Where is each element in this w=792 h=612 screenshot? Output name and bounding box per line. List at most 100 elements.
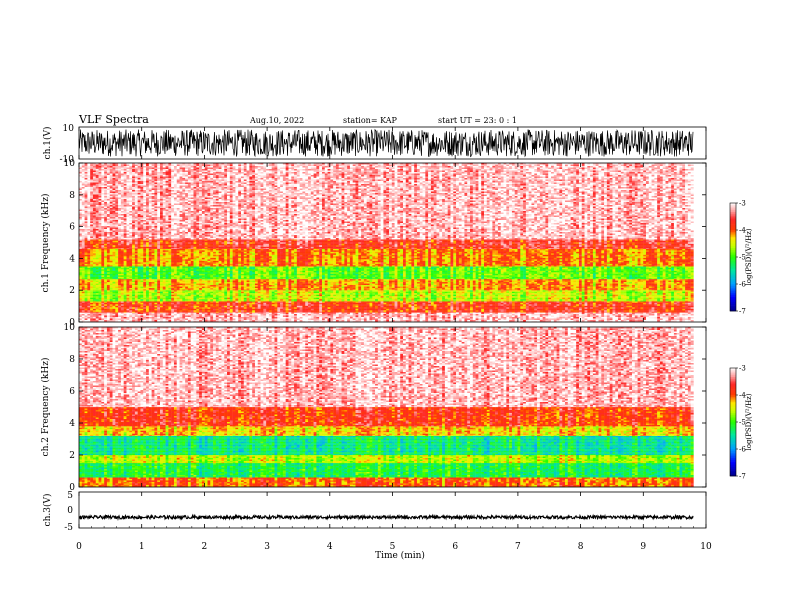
spectrogram-cell bbox=[342, 306, 345, 308]
spectrogram-cell bbox=[512, 318, 515, 320]
spectrogram-cell bbox=[523, 306, 526, 308]
spectrogram-cell bbox=[543, 315, 546, 317]
spectrogram-cell bbox=[674, 315, 677, 317]
spectrogram-cell bbox=[632, 303, 635, 305]
spectrogram-cell bbox=[350, 314, 353, 316]
spectrogram-cell bbox=[674, 318, 677, 320]
spectrogram-cell bbox=[166, 304, 169, 306]
spectrogram-cell bbox=[277, 312, 280, 314]
spectrogram-cell bbox=[87, 315, 90, 317]
spectrogram-cell bbox=[316, 303, 319, 305]
spectrogram-cell bbox=[559, 303, 562, 305]
spectrogram-cell bbox=[132, 303, 135, 305]
spectrogram-cell bbox=[302, 315, 305, 317]
spectrogram-cell bbox=[481, 303, 484, 305]
spectrogram-cell bbox=[272, 303, 275, 305]
spectrogram-cell bbox=[101, 306, 104, 308]
spectrogram-cell bbox=[255, 306, 258, 308]
spectrogram-cell bbox=[389, 318, 392, 320]
spectrogram-cell bbox=[428, 303, 431, 305]
spectrogram-cell bbox=[604, 314, 607, 316]
spectrogram-cell bbox=[126, 317, 129, 319]
spectrogram-cell bbox=[635, 314, 638, 316]
spectrogram-cell bbox=[649, 304, 652, 306]
spectrogram-cell bbox=[381, 318, 384, 320]
spectrogram-cell bbox=[506, 315, 509, 317]
spectrogram-cell bbox=[621, 312, 624, 314]
spectrogram-cell bbox=[414, 315, 417, 317]
spectrogram-cell bbox=[96, 320, 99, 322]
spectrogram-cell bbox=[369, 314, 372, 316]
spectrogram-cell bbox=[171, 303, 174, 305]
spectrogram-cell bbox=[319, 314, 322, 316]
spectrogram-cell bbox=[660, 320, 663, 322]
spectrogram-cell bbox=[417, 320, 420, 322]
spectrogram-cell bbox=[434, 306, 437, 308]
spectrogram-cell bbox=[87, 303, 90, 305]
spectrogram-cell bbox=[585, 301, 588, 303]
spectrogram-cell bbox=[364, 306, 367, 308]
spectrogram-cell bbox=[624, 320, 627, 322]
spectrogram-cell bbox=[487, 312, 490, 314]
spectrogram-cell bbox=[353, 317, 356, 319]
spectrogram-cell bbox=[174, 303, 177, 305]
spectrogram-cell bbox=[149, 315, 152, 317]
spectrogram-cell bbox=[467, 314, 470, 316]
spectrogram-cell bbox=[233, 301, 236, 303]
spectrogram-cell bbox=[526, 301, 529, 303]
spectrogram-cell bbox=[82, 315, 85, 317]
spectrogram-cell bbox=[537, 304, 540, 306]
spectrogram-cell bbox=[509, 304, 512, 306]
spectrogram-cell bbox=[397, 304, 400, 306]
spectrogram-cell bbox=[166, 317, 169, 319]
spectrogram-cell bbox=[113, 303, 116, 305]
spectrogram-cell bbox=[573, 320, 576, 322]
spectrogram-cell bbox=[152, 312, 155, 314]
spectrogram-cell bbox=[557, 315, 560, 317]
spectrogram-cell bbox=[649, 301, 652, 303]
spectrogram-cell bbox=[515, 314, 518, 316]
spectrogram-cell bbox=[490, 304, 493, 306]
spectrogram-cell bbox=[118, 318, 121, 320]
ch1-ytick-top: 10 bbox=[63, 124, 75, 134]
spectrogram-cell bbox=[439, 318, 442, 320]
spectrogram-cell bbox=[437, 306, 440, 308]
spectrogram-cell bbox=[82, 317, 85, 319]
spectrogram-cell bbox=[462, 314, 465, 316]
spectrogram-cell bbox=[177, 304, 180, 306]
spectrogram-cell bbox=[459, 317, 462, 319]
spectrogram-cell bbox=[411, 314, 414, 316]
spectrogram-cell bbox=[674, 320, 677, 322]
spectrogram-cell bbox=[640, 314, 643, 316]
spectrogram-cell bbox=[680, 318, 683, 320]
spectrogram-cell bbox=[635, 320, 638, 322]
spectrogram-cell bbox=[498, 301, 501, 303]
spectrogram-cell bbox=[540, 304, 543, 306]
spectrogram-cell bbox=[495, 320, 498, 322]
spectrogram-cell bbox=[545, 320, 548, 322]
spectrogram-cell bbox=[205, 317, 208, 319]
spectrogram-cell bbox=[478, 320, 481, 322]
spectrogram-cell bbox=[409, 318, 412, 320]
spectrogram-cell bbox=[674, 303, 677, 305]
spectrogram-cell bbox=[470, 304, 473, 306]
spectrogram-cell bbox=[626, 306, 629, 308]
spectrogram-cell bbox=[288, 306, 291, 308]
spectrogram-cell bbox=[381, 306, 384, 308]
spectrogram-cell bbox=[668, 315, 671, 317]
spectrogram-cell bbox=[512, 320, 515, 322]
spectrogram-cell bbox=[115, 320, 118, 322]
spectrogram-cell bbox=[596, 301, 599, 303]
spectrogram-cell bbox=[462, 315, 465, 317]
spectrogram-cell bbox=[607, 312, 610, 314]
spectrogram-cell bbox=[601, 301, 604, 303]
spectrogram-cell bbox=[227, 317, 230, 319]
spectrogram-cell bbox=[688, 315, 691, 317]
spectrogram-cell bbox=[263, 303, 266, 305]
spectrogram-cell bbox=[498, 315, 501, 317]
spectrogram-cell bbox=[515, 304, 518, 306]
spectrogram-cell bbox=[585, 304, 588, 306]
spectrogram-cell bbox=[283, 304, 286, 306]
spectrogram-cell bbox=[138, 318, 141, 320]
spectrogram-cell bbox=[445, 320, 448, 322]
